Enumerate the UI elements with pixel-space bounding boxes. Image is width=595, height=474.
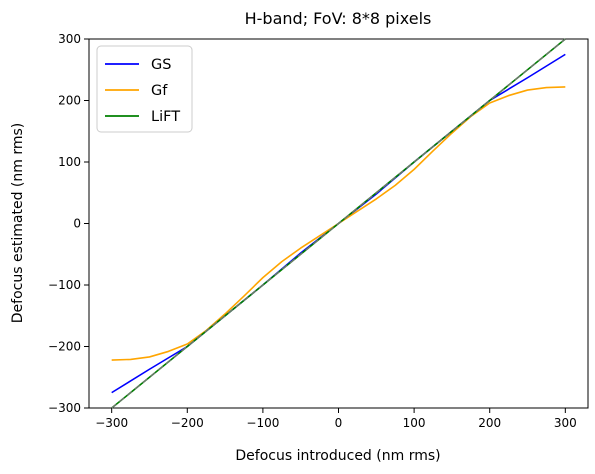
x-tick-label: 200 <box>478 416 501 430</box>
reference-line-layer <box>111 38 566 409</box>
legend-label-lift: LiFT <box>151 109 180 125</box>
x-tick-label: −100 <box>246 416 279 430</box>
x-tick-label: 300 <box>554 416 577 430</box>
x-tick-label: 100 <box>403 416 426 430</box>
y-tick-label: −300 <box>48 401 81 415</box>
y-tick-label: 200 <box>58 94 81 108</box>
legend-box <box>96 45 193 133</box>
y-tick-label: −200 <box>48 340 81 354</box>
x-axis-label: Defocus introduced (nm rms) <box>235 448 440 464</box>
y-axis-label: Defocus estimated (nm rms) <box>10 123 26 323</box>
plot-area: −300 −200 −100 0 100 200 300 −300 −200 −100 0 100 2… <box>48 32 589 430</box>
y-tick-label: 0 <box>73 217 81 231</box>
y-tick-label: 300 <box>58 32 81 46</box>
legend-label-gs: GS <box>151 57 171 73</box>
y-tick-label: −100 <box>48 278 81 292</box>
reference-line <box>111 38 566 409</box>
legend-entries: GS Gf LiFT <box>105 57 180 125</box>
x-tick-label: −200 <box>171 416 204 430</box>
y-tick-label: 100 <box>58 155 81 169</box>
x-axis-ticks: −300 −200 −100 0 100 200 300 <box>95 408 577 430</box>
x-tick-label: −300 <box>95 416 128 430</box>
x-tick-label: 0 <box>335 416 343 430</box>
chart-title: H-band; FoV: 8*8 pixels <box>245 9 432 28</box>
y-axis-ticks: −300 −200 −100 0 100 200 300 <box>48 32 89 415</box>
legend-label-gf: Gf <box>151 83 168 99</box>
legend: GS Gf LiFT <box>96 45 193 133</box>
